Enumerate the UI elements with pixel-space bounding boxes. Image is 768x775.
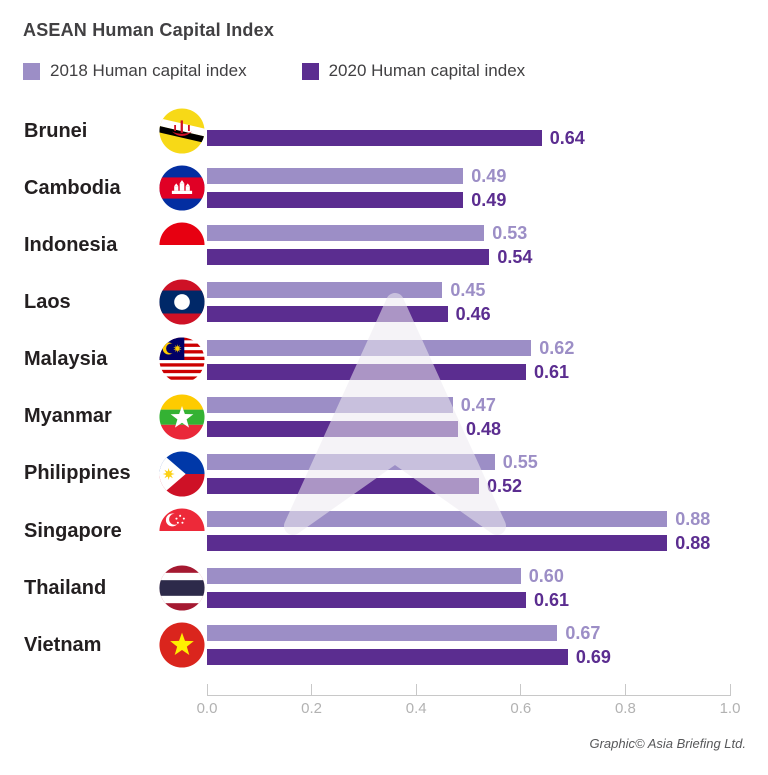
country-row: Vietnam 0.67 0.69 [0,617,768,674]
country-label: Vietnam [24,633,102,656]
page-title: ASEAN Human Capital Index [23,20,275,40]
value-label-2020: 0.88 [675,533,711,554]
country-label: Malaysia [24,348,108,371]
country-label: Brunei [24,119,88,142]
legend: 2018 Human capital index 2020 Human capi… [23,61,525,81]
country-label: Laos [24,290,71,313]
country-label: Philippines [24,462,131,485]
country-label: Cambodia [24,176,121,199]
bar-2018 [207,282,443,299]
country-row: Thailand 0.60 0.61 [0,560,768,617]
legend-label-2018: 2018 Human capital index [50,61,247,80]
bar-2018 [207,568,521,585]
legend-item-2020: 2020 Human capital index [301,61,526,81]
value-label-2020: 0.69 [575,647,611,668]
indonesia-flag-icon [159,222,205,268]
brunei-flag-icon [159,108,205,154]
value-label-2020: 0.46 [455,304,491,325]
bar-2020 [207,306,448,323]
cambodia-flag-icon [159,165,205,211]
axis-tick [624,684,626,695]
value-label-2020: 0.49 [471,190,507,211]
country-row: Indonesia 0.53 0.54 [0,217,768,274]
credit-text: Graphic© Asia Briefing Ltd. [589,736,746,751]
legend-swatch-2018 [23,62,40,80]
value-label-2020: 0.64 [549,127,585,148]
legend-item-2018: 2018 Human capital index [23,61,247,81]
axis-tick-label: 0.0 [196,700,218,717]
laos-flag-icon [159,279,205,325]
bar-2018 [207,511,668,528]
country-label: Singapore [24,519,122,542]
value-label-2020: 0.61 [534,361,570,382]
value-label-2018: 0.53 [492,223,528,244]
value-label-2018: 0.88 [675,509,711,530]
bar-2020 [207,420,458,437]
country-row: Cambodia 0.49 0.49 [0,160,768,217]
axis-tick-label: 0.6 [510,700,532,717]
value-label-2018: 0.62 [539,337,575,358]
axis-tick [520,684,522,695]
axis-tick [415,684,417,695]
singapore-flag-icon [159,508,205,554]
bar-2020 [207,129,542,146]
country-row: Singapore 0.88 0.88 [0,503,768,560]
bar-2018 [207,625,558,642]
country-label: Thailand [24,576,107,599]
country-row: Malaysia 0.62 0.61 [0,331,768,388]
vietnam-flag-icon [159,622,205,668]
bar-2020 [207,592,526,609]
axis-tick-label: 0.4 [405,700,427,717]
country-row: Philippines 0.55 0.52 [0,445,768,502]
value-label-2020: 0.61 [534,590,570,611]
thailand-flag-icon [159,565,205,611]
bar-2020 [207,649,568,666]
bar-2020 [207,477,479,494]
country-row: Brunei 0.64 [0,103,768,160]
legend-label-2020: 2020 Human capital index [328,61,526,80]
value-label-2020: 0.54 [497,247,533,268]
value-label-2018: 0.45 [450,280,486,301]
bar-2020 [207,192,464,209]
axis-tick [311,684,313,695]
value-label-2018: 0.47 [460,394,496,415]
bar-2020 [207,249,490,266]
legend-swatch-2020 [301,62,319,80]
axis-tick-label: 0.8 [614,700,636,717]
bar-2018 [207,396,453,413]
value-label-2018: 0.67 [565,623,601,644]
x-axis-line [207,695,731,696]
axis-tick [206,684,208,695]
value-label-2020: 0.48 [466,418,502,439]
axis-tick-label: 1.0 [719,700,741,717]
value-label-2018: 0.49 [471,166,507,187]
country-row: Myanmar 0.47 0.48 [0,388,768,445]
country-label: Myanmar [24,405,112,428]
philippines-flag-icon [159,451,205,497]
bar-2018 [207,168,464,185]
bar-2018 [207,339,532,356]
myanmar-flag-icon [159,394,205,440]
malaysia-flag-icon [159,337,205,383]
axis-tick-label: 0.2 [301,700,323,717]
bar-2018 [207,225,485,242]
country-label: Indonesia [24,233,118,256]
country-row: Laos 0.45 0.46 [0,274,768,331]
bar-2020 [207,363,526,380]
value-label-2018: 0.55 [502,451,538,472]
value-label-2020: 0.52 [487,475,523,496]
bar-2018 [207,453,495,470]
value-label-2018: 0.60 [528,566,564,587]
bar-2020 [207,535,668,552]
axis-tick [729,684,731,695]
